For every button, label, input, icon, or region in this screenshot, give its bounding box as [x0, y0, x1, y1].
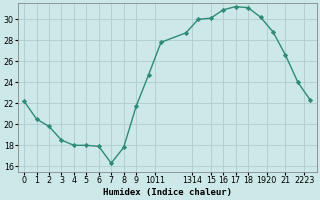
X-axis label: Humidex (Indice chaleur): Humidex (Indice chaleur): [103, 188, 232, 197]
